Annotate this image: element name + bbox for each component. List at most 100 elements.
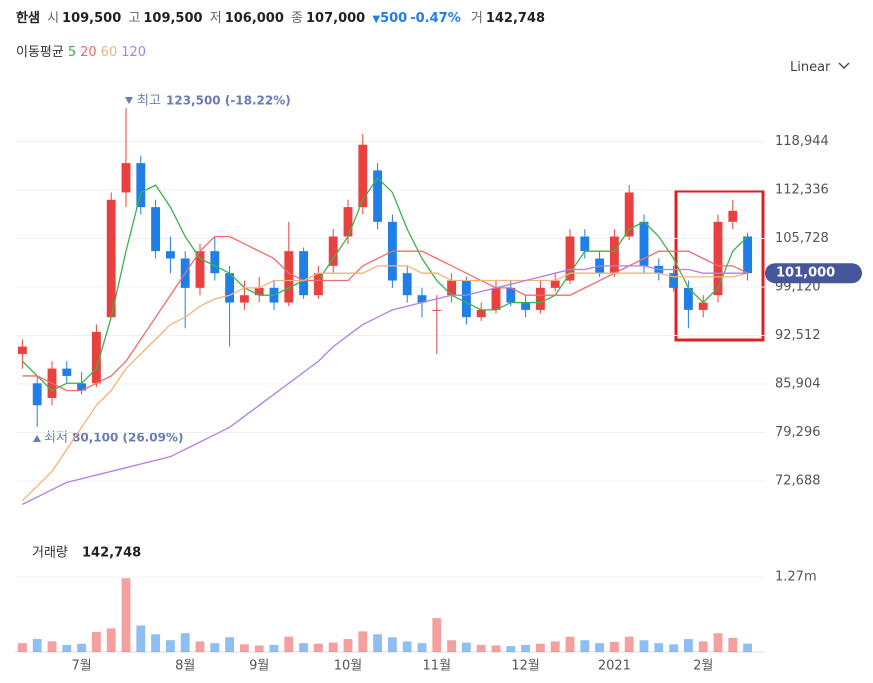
price-label: 101,000 [776,266,835,281]
volume-bar [417,643,427,652]
y-tick-label: 72,688 [775,473,821,488]
y-tick-label: 1.27m [775,570,817,585]
volume: 142,748 [485,11,546,26]
candle-body [225,273,235,303]
candle-body [195,251,205,288]
candle-body [476,309,486,318]
candle-body [432,309,442,311]
volume-bar [210,643,220,652]
volume-bar [47,641,57,652]
volume-title: 거래량 [32,546,68,561]
volume-bar [313,643,323,652]
legend-entry[interactable]: 5 [67,45,77,60]
high: 109,500 [143,11,203,26]
legend-entry[interactable]: 60 [100,45,118,60]
open-label: 시 [47,11,60,26]
volume-bar [136,625,146,652]
change: ▼500 -0.47% [372,11,463,26]
volume-bar [299,643,309,652]
y-tick-label: 105,728 [775,231,829,246]
candle-body [313,273,323,296]
volume-bar [698,641,708,652]
x-tick-label: 12월 [511,659,540,674]
volume-bar [195,641,205,652]
candle-body [387,221,397,281]
volume-bar [447,640,457,652]
volume-bar [17,643,27,652]
scale-dropdown[interactable]: Linear [790,60,850,75]
candle-body [239,295,249,303]
volume-bar [269,644,279,652]
close-label: 종 [291,11,304,26]
volume-bar [609,641,619,652]
low-label: 최저 [44,431,68,446]
volume-bar [373,634,383,652]
candle-body [683,287,693,310]
candle-body [254,287,264,296]
candle-body [373,170,383,222]
volume-bar [595,643,605,652]
volume-bar [639,640,649,652]
candle-body [343,207,353,237]
volume-bar [683,639,693,652]
volume-bar [550,641,560,652]
candle-body [506,287,516,303]
volume-bar [106,628,116,652]
candle-body [402,273,412,296]
candle-body [535,287,545,310]
scale-label: Linear [790,60,831,75]
close: 107,000 [306,11,366,26]
candle-body [491,287,501,310]
volume-bar [521,644,531,652]
y-tick-label: 85,904 [775,376,821,391]
volume-bar [225,637,235,652]
candle-body [417,295,427,303]
candle-body [121,163,131,193]
candle-body [565,236,575,281]
volume-bar [387,637,397,652]
ma-legend: 이동평균 5 20 60 120 [16,41,150,60]
candle-body [358,144,368,208]
candle-body [698,302,708,310]
volume-bar [580,640,590,652]
candle-body [17,346,27,354]
high-text: 123,500 (-18.22%) [166,94,291,108]
low-text: 80,100 (26.09%) [72,431,183,445]
candle-body [62,368,72,376]
volume-bar [165,640,175,652]
candle-body [136,163,146,208]
high-label: 고 [128,11,141,26]
candle-body [180,258,190,288]
candle-body [669,273,679,288]
volume-bar [476,644,486,652]
x-tick-label: 11월 [423,659,452,674]
candle-body [91,331,101,384]
high-label: 최고 [137,94,161,109]
volume-bar [669,644,679,652]
volume-bar [743,643,753,652]
y-tick-label: 92,512 [775,328,821,343]
volume-bar [239,644,249,652]
legend-entry[interactable]: 120 [121,45,147,60]
volume-bar [491,645,501,652]
volume-bar [461,642,471,652]
candle-body [210,251,220,274]
candle-body [328,236,338,266]
volume-bar [328,642,338,652]
candle-body [269,287,279,303]
volume-bar [402,641,412,652]
ma-line [21,265,748,502]
ma-line [22,265,748,505]
highlight-box [674,189,765,342]
volume-bar [151,634,161,652]
ma-line [21,176,749,392]
volume-bar [728,637,738,652]
price-pill [765,263,862,284]
volume-bar [432,618,442,652]
volume-bar [180,633,190,652]
candle-body [550,280,560,288]
legend-entry[interactable]: 20 [80,45,97,60]
legend-title: 이동평균 [16,45,64,60]
